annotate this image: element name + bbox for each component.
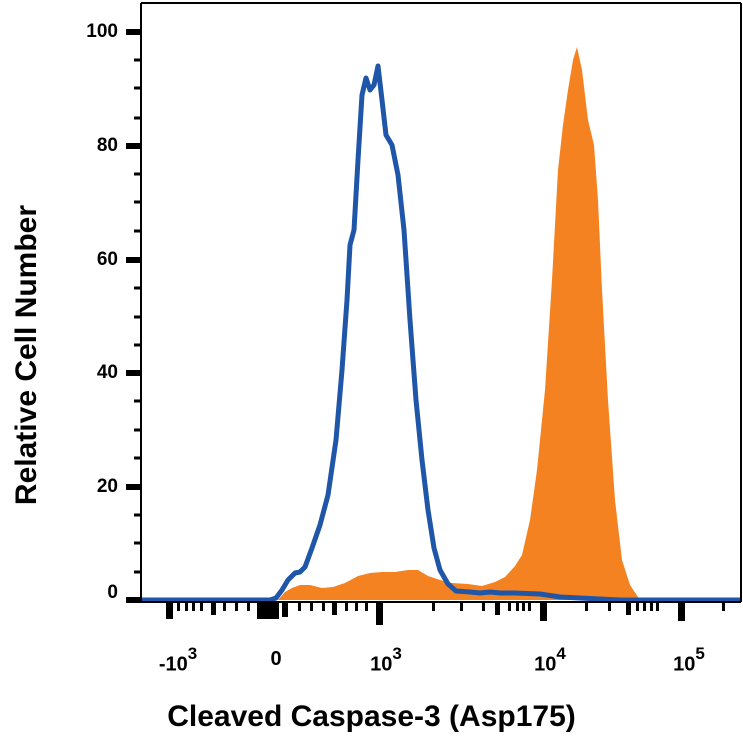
treated-histogram-fill [278, 47, 642, 600]
y-tick-label-20: 20 [96, 476, 118, 497]
y-tick-label-40: 40 [96, 362, 118, 383]
x-tick-label-1e3: 103 [370, 644, 402, 676]
y-tick-label-0: 0 [107, 582, 118, 603]
y-tick-label-100: 100 [86, 21, 118, 42]
x-tick-label-1e4: 104 [534, 644, 566, 676]
x-axis-ticks [166, 603, 725, 625]
control-histogram-line [141, 63, 741, 603]
x-axis-title: Cleaved Caspase-3 (Asp175) [167, 700, 576, 733]
y-tick-label-60: 60 [96, 249, 118, 270]
x-tick-label-1e5: 105 [673, 644, 705, 676]
y-tick-label-80: 80 [96, 135, 118, 156]
x-tick-label-zero: 0 [270, 648, 282, 670]
y-axis-ticks [126, 29, 141, 603]
y-axis-title: Relative Cell Number [10, 204, 43, 506]
x-tick-label-neg-1e3: -103 [158, 644, 198, 676]
